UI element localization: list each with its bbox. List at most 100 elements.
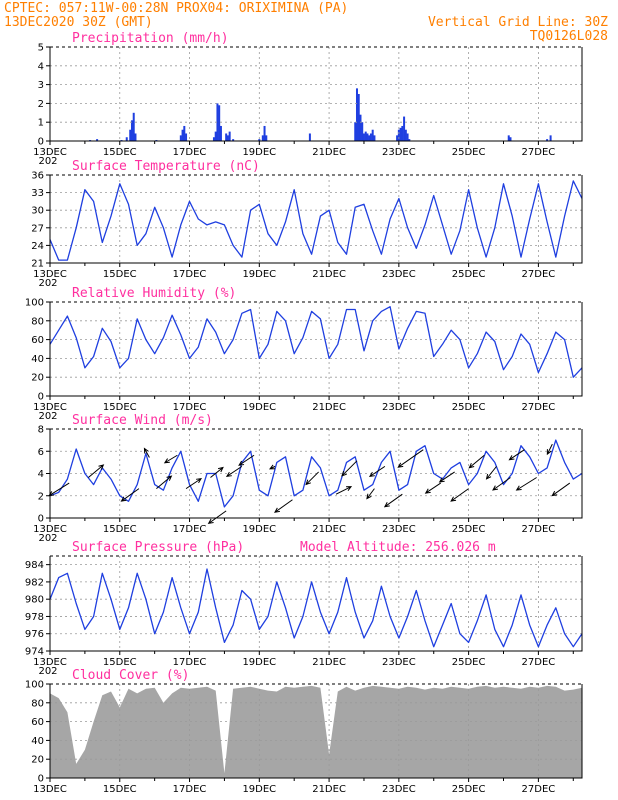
panel-frame bbox=[49, 47, 583, 142]
precip-bar bbox=[232, 139, 235, 141]
x-tick-label: 19DEC bbox=[242, 524, 276, 535]
y-tick-label: 20 bbox=[31, 373, 44, 384]
x-tick-label: 17DEC bbox=[173, 147, 207, 158]
precip-bar bbox=[404, 129, 407, 141]
y-tick-label: 8 bbox=[38, 425, 44, 436]
y-tick-label: 6 bbox=[38, 447, 44, 458]
wind-arrow bbox=[397, 449, 424, 468]
year-fragment: 202 bbox=[38, 278, 57, 289]
precip-bar bbox=[214, 131, 217, 141]
series-line bbox=[49, 306, 583, 378]
wind-arrow bbox=[424, 482, 441, 494]
y-tick-label: 80 bbox=[31, 316, 44, 327]
x-tick-label: 13DEC bbox=[33, 147, 67, 158]
x-tick-label: 21DEC bbox=[312, 784, 346, 795]
precip-bar bbox=[226, 135, 229, 141]
year-fragment: 202 bbox=[38, 156, 57, 167]
y-tick-label: 2 bbox=[38, 99, 44, 110]
precip-bar bbox=[129, 129, 132, 141]
x-tick-label: 15DEC bbox=[103, 269, 137, 280]
precip-bar bbox=[366, 133, 369, 141]
panel-title: Cloud Cover (%) bbox=[72, 668, 189, 683]
precip-bar bbox=[357, 94, 360, 141]
precip-bar bbox=[96, 139, 99, 141]
year-fragment: 202 bbox=[38, 533, 57, 544]
wind-arrow bbox=[341, 460, 358, 477]
precip-bar bbox=[406, 133, 409, 141]
precip-bar bbox=[396, 135, 399, 141]
x-tick-label: 27DEC bbox=[522, 784, 556, 795]
x-tick-label: 13DEC bbox=[33, 784, 67, 795]
y-tick-label: 21 bbox=[31, 259, 44, 270]
x-tick-label: 23DEC bbox=[382, 784, 416, 795]
precip-bar bbox=[373, 135, 376, 141]
y-tick-label: 36 bbox=[31, 171, 44, 182]
series-line bbox=[49, 568, 583, 648]
vertical-grid-note: Vertical Grid Line: 30Z bbox=[427, 15, 608, 30]
y-tick-label: 0 bbox=[38, 774, 44, 785]
precip-bar bbox=[219, 125, 222, 141]
panel-title: Surface Wind (m/s) bbox=[72, 413, 213, 428]
x-tick-label: 25DEC bbox=[452, 784, 486, 795]
x-tick-label: 15DEC bbox=[103, 524, 137, 535]
y-tick-label: 30 bbox=[31, 206, 44, 217]
panel-frame bbox=[49, 556, 583, 652]
precip-bar bbox=[216, 103, 219, 141]
x-tick-label: 15DEC bbox=[103, 657, 137, 668]
panel-title: Surface Pressure (hPa) bbox=[72, 540, 244, 555]
panel-frame bbox=[49, 175, 583, 264]
y-tick-label: 976 bbox=[25, 629, 44, 640]
wind-arrow bbox=[268, 464, 276, 470]
wind-arrow bbox=[238, 454, 255, 466]
x-tick-label: 23DEC bbox=[382, 657, 416, 668]
precip-bar bbox=[354, 122, 357, 141]
x-tick-label: 17DEC bbox=[173, 269, 207, 280]
precip-bar bbox=[134, 133, 137, 141]
x-tick-label: 19DEC bbox=[242, 784, 276, 795]
y-tick-label: 5 bbox=[38, 43, 44, 54]
precip-bar bbox=[185, 133, 188, 141]
panel-2: 21 24 27 30 33 36 13DEC 15DEC 17DEC 19DEC 21DEC 23D… bbox=[31, 159, 583, 289]
wind-arrow bbox=[156, 475, 173, 490]
x-tick-label: 13DEC bbox=[33, 402, 67, 413]
precip-bar bbox=[401, 125, 404, 141]
y-tick-label: 982 bbox=[25, 577, 44, 588]
y-tick-label: 984 bbox=[25, 560, 44, 571]
x-tick-label: 17DEC bbox=[173, 402, 207, 413]
y-tick-label: 40 bbox=[31, 354, 44, 365]
x-tick-label: 19DEC bbox=[242, 147, 276, 158]
x-tick-label: 21DEC bbox=[312, 657, 346, 668]
y-tick-label: 0 bbox=[38, 392, 44, 403]
wind-arrow bbox=[225, 465, 243, 478]
x-tick-label: 23DEC bbox=[382, 524, 416, 535]
precip-bar bbox=[507, 135, 510, 141]
x-tick-label: 13DEC bbox=[33, 269, 67, 280]
precip-bar bbox=[228, 131, 231, 141]
y-tick-label: 0 bbox=[38, 514, 44, 525]
panel-frame bbox=[49, 302, 583, 397]
wind-arrow bbox=[210, 466, 224, 478]
cloud-cover-area bbox=[50, 685, 582, 778]
x-tick-label: 15DEC bbox=[103, 147, 137, 158]
y-tick-label: 24 bbox=[31, 241, 44, 252]
wind-arrow bbox=[305, 471, 319, 486]
y-tick-label: 980 bbox=[25, 595, 44, 606]
y-tick-label: 20 bbox=[31, 755, 44, 766]
year-fragment: 202 bbox=[38, 411, 57, 422]
precip-bar bbox=[132, 112, 135, 141]
y-tick-label: 978 bbox=[25, 612, 44, 623]
y-tick-label: 100 bbox=[25, 680, 44, 691]
panel-1: 0 1 2 3 4 5 13DEC 15DEC 17DEC 19DEC 21DEC 23DEC 25DE… bbox=[33, 31, 583, 167]
precip-bar bbox=[549, 135, 552, 141]
y-tick-label: 60 bbox=[31, 335, 44, 346]
wind-arrow bbox=[468, 454, 485, 469]
x-tick-label: 21DEC bbox=[312, 269, 346, 280]
y-tick-label: 1 bbox=[38, 118, 44, 129]
y-tick-label: 80 bbox=[31, 698, 44, 709]
wind-arrow bbox=[515, 477, 537, 491]
x-tick-label: 25DEC bbox=[452, 657, 486, 668]
precip-bar bbox=[179, 135, 182, 141]
wind-arrow bbox=[207, 510, 227, 525]
precip-bar bbox=[125, 137, 128, 141]
